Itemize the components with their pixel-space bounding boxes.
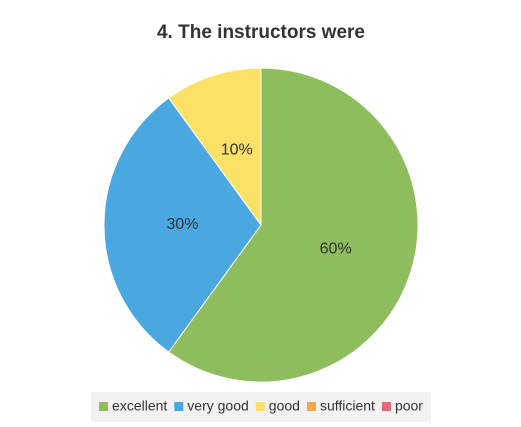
legend: excellent very good good sufficient poor [91, 392, 431, 422]
legend-label: very good [187, 398, 248, 414]
data-label: 30% [166, 216, 198, 233]
pie-slice [168, 67, 262, 227]
data-label: 60% [320, 240, 352, 257]
legend-label: good [269, 398, 300, 414]
legend-label: excellent [112, 398, 167, 414]
legend-swatch [255, 402, 265, 411]
legend-swatch [306, 402, 316, 411]
chart-title: 4. The instructors were [157, 22, 365, 43]
legend-label: poor [395, 398, 423, 414]
legend-label: sufficient [320, 398, 375, 414]
legend-swatch [381, 402, 391, 411]
data-label: 10% [221, 142, 253, 159]
legend-swatch [174, 402, 184, 411]
pie-slice [103, 97, 262, 353]
pie-slice [168, 67, 419, 383]
legend-swatch [99, 402, 109, 411]
